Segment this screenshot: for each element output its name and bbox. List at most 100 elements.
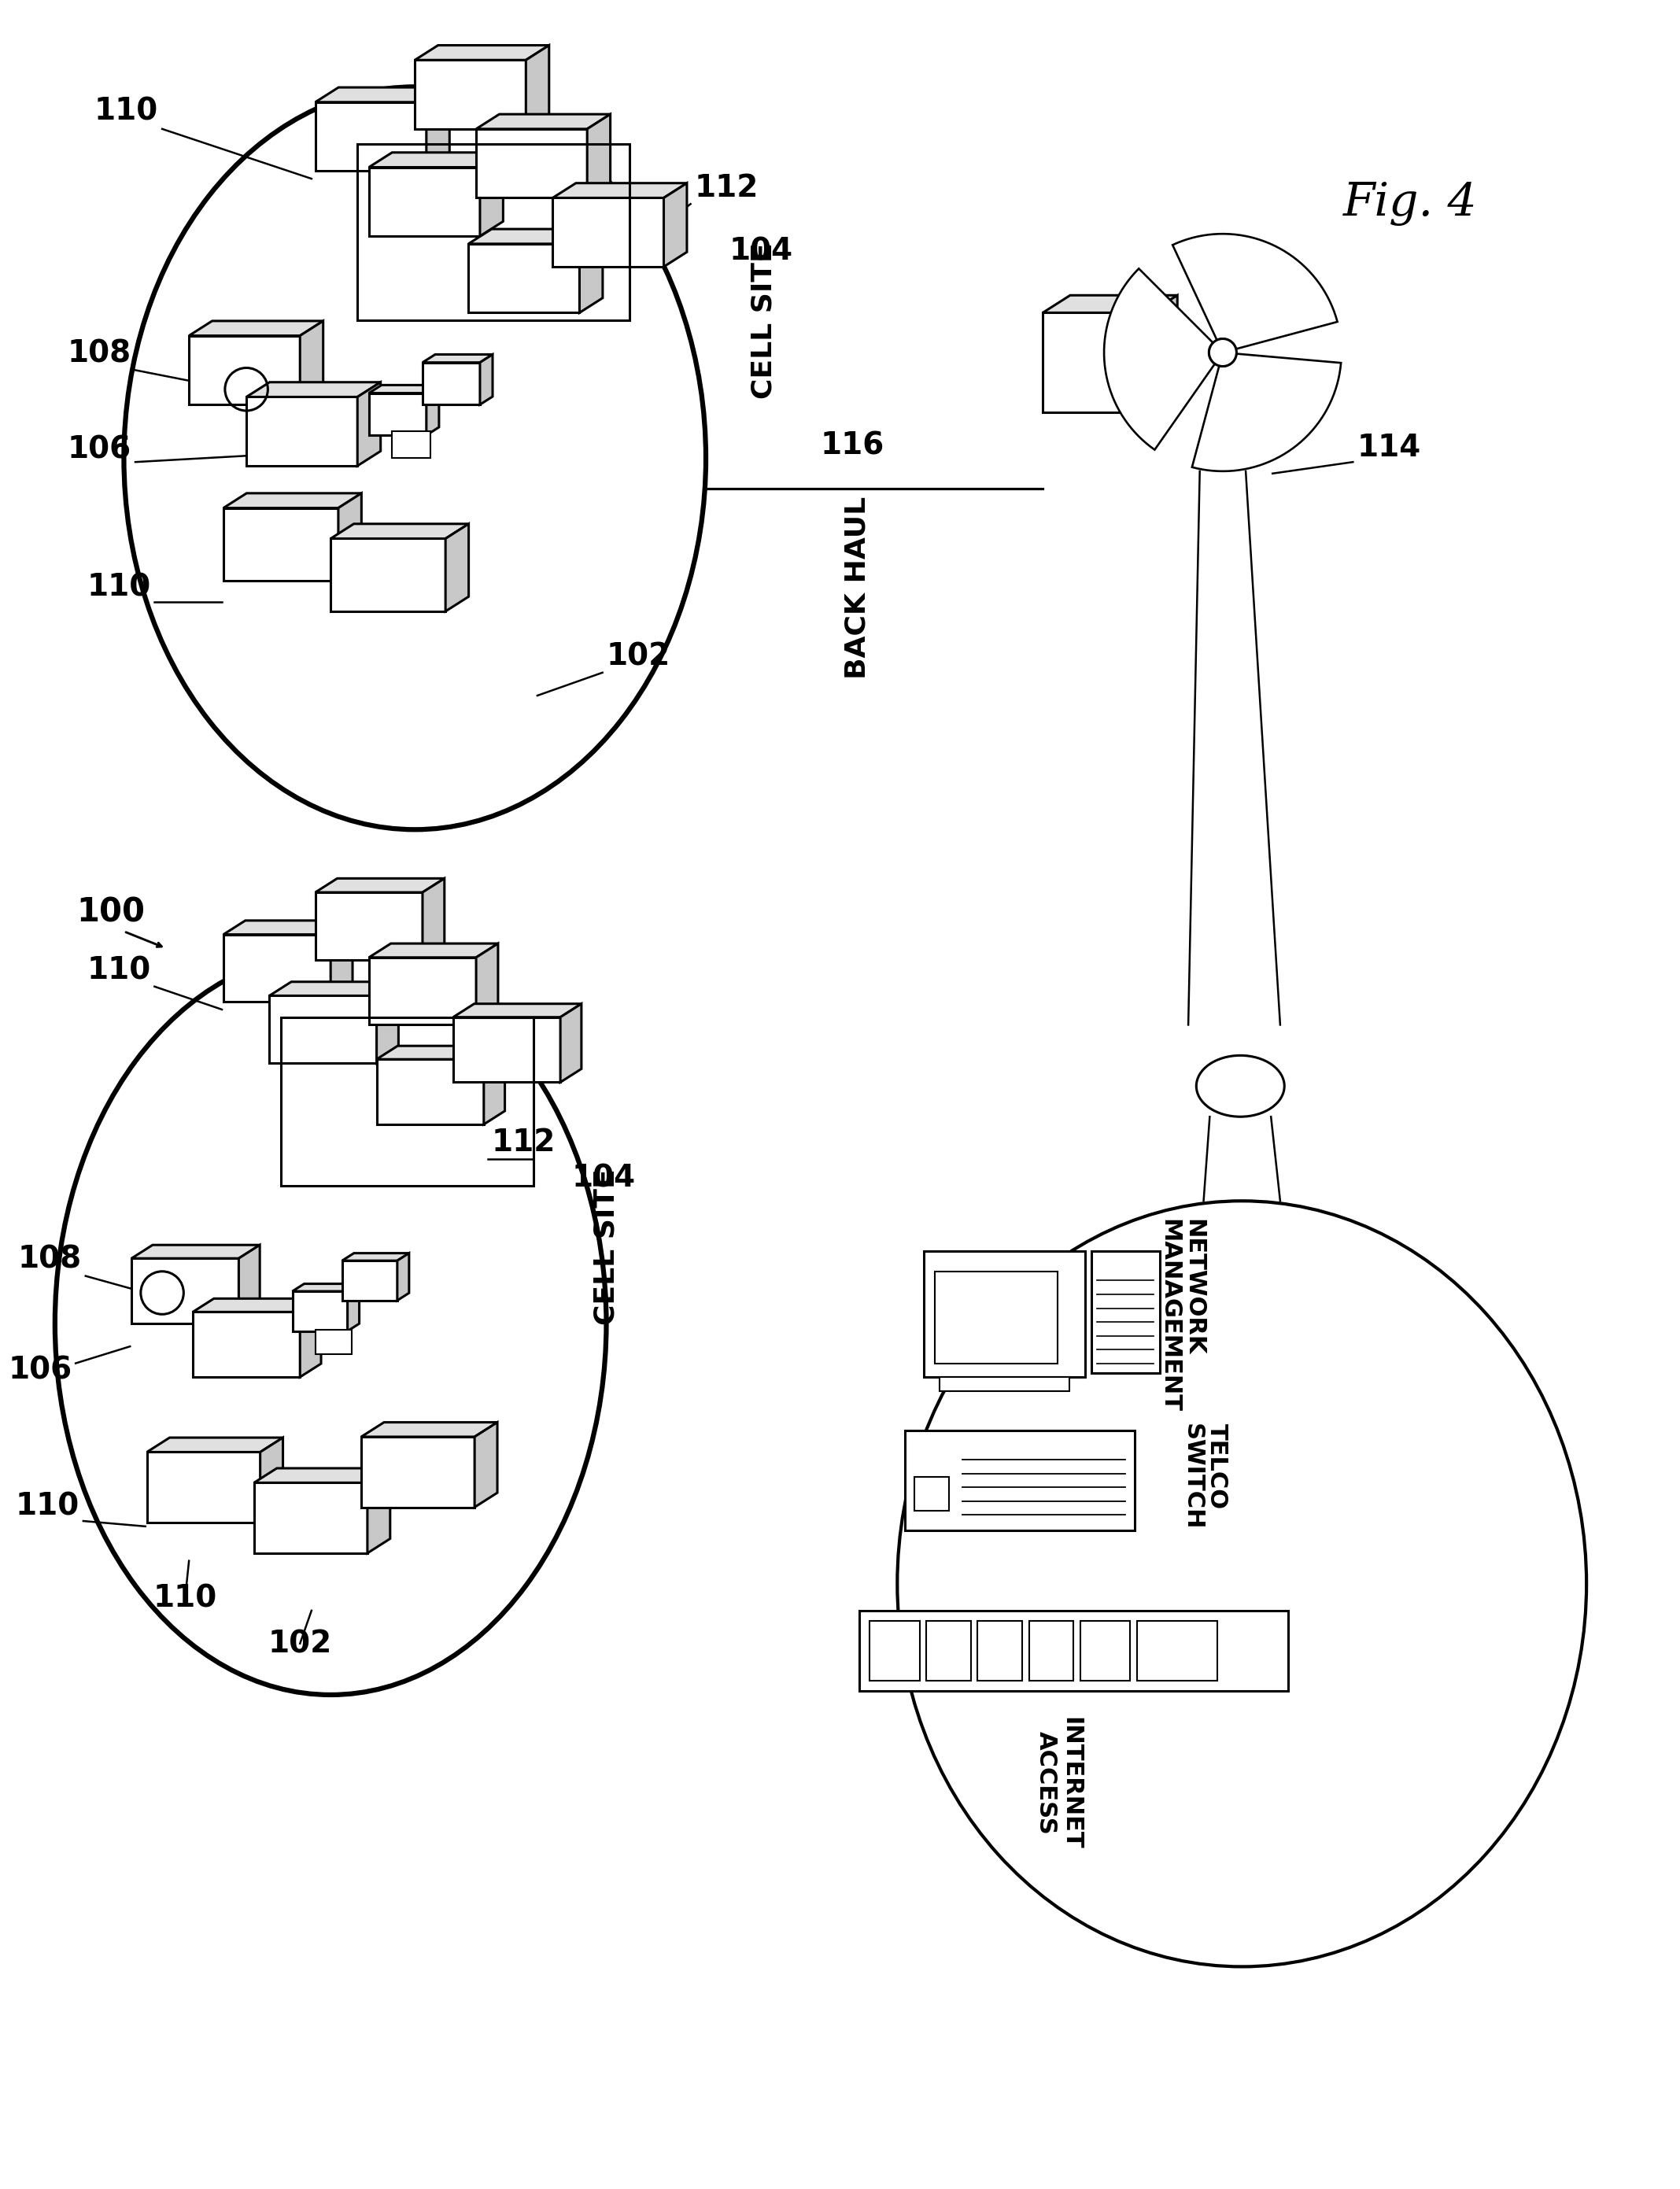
Polygon shape [427,385,438,436]
Text: 102: 102 [269,1629,333,1659]
Polygon shape [301,1298,321,1377]
Polygon shape [247,396,358,466]
Polygon shape [343,1261,396,1300]
Polygon shape [415,59,526,129]
Polygon shape [376,983,398,1064]
Polygon shape [1104,269,1215,449]
Polygon shape [331,523,469,538]
Text: 112: 112 [492,1127,556,1158]
Bar [926,1620,971,1681]
Text: 108: 108 [18,1246,82,1274]
Polygon shape [423,355,492,363]
Bar [934,1272,1057,1364]
Text: 100: 100 [76,895,144,928]
Text: 102: 102 [606,641,670,672]
Polygon shape [469,230,603,243]
Text: CELL SITE: CELL SITE [593,1169,620,1324]
Polygon shape [316,103,427,171]
Polygon shape [580,230,603,313]
Polygon shape [223,935,331,1003]
Polygon shape [1173,234,1337,348]
Bar [1090,1250,1159,1373]
Polygon shape [316,893,423,959]
Polygon shape [370,394,427,436]
Text: 108: 108 [67,339,131,368]
Polygon shape [526,46,549,129]
Polygon shape [223,508,338,580]
Polygon shape [376,1046,506,1059]
Polygon shape [331,922,353,1003]
Text: 104: 104 [571,1162,635,1193]
Text: 110: 110 [15,1491,79,1521]
Polygon shape [292,1292,348,1331]
Polygon shape [368,1469,390,1554]
Polygon shape [423,363,480,405]
Bar [978,1620,1021,1681]
Text: 116: 116 [822,431,885,460]
Bar [906,1432,1134,1530]
Polygon shape [553,197,664,267]
Circle shape [1210,339,1236,366]
Polygon shape [193,1311,301,1377]
Bar [1030,1620,1074,1681]
Polygon shape [454,1005,581,1018]
Text: 110: 110 [87,571,151,602]
Polygon shape [358,383,381,466]
Polygon shape [188,322,323,335]
Bar [914,1478,949,1510]
Bar [1080,1620,1131,1681]
Bar [924,1250,1085,1377]
Polygon shape [1193,355,1341,471]
Text: INTERNET
ACCESS: INTERNET ACCESS [1035,1716,1082,1850]
Text: 106: 106 [67,436,131,464]
Text: 104: 104 [729,236,793,267]
Polygon shape [480,355,492,405]
Polygon shape [316,878,445,893]
Polygon shape [454,1018,561,1081]
Polygon shape [480,153,502,236]
Polygon shape [223,922,353,935]
Bar [391,431,430,458]
Polygon shape [561,1005,581,1081]
Text: 112: 112 [694,173,758,204]
Polygon shape [553,184,687,197]
Polygon shape [475,1423,497,1508]
Bar [316,1329,353,1355]
Polygon shape [370,153,502,166]
Text: 106: 106 [8,1355,72,1386]
Polygon shape [254,1482,368,1554]
Bar [281,1018,534,1186]
Polygon shape [239,1246,260,1324]
Polygon shape [301,322,323,405]
Polygon shape [331,538,445,611]
Polygon shape [396,1252,408,1300]
Text: 110: 110 [94,96,158,127]
Polygon shape [269,996,376,1064]
Polygon shape [588,114,610,197]
Polygon shape [469,243,580,313]
Text: NETWORK
MANAGEMENT: NETWORK MANAGEMENT [1158,1219,1205,1412]
Bar [858,1611,1289,1690]
Polygon shape [475,114,610,129]
Polygon shape [269,983,398,996]
Polygon shape [131,1259,239,1324]
Polygon shape [131,1246,260,1259]
Polygon shape [146,1438,282,1451]
Text: TELCO
SWITCH: TELCO SWITCH [1181,1423,1228,1530]
Polygon shape [370,943,497,957]
Bar [1137,1620,1218,1681]
Polygon shape [423,878,445,959]
Polygon shape [260,1438,282,1524]
Text: 110: 110 [153,1583,217,1613]
Polygon shape [292,1283,360,1292]
Polygon shape [1151,296,1178,412]
Polygon shape [475,129,588,197]
Polygon shape [254,1469,390,1482]
Text: BACK HAUL: BACK HAUL [843,497,870,679]
Polygon shape [370,166,480,236]
Polygon shape [188,335,301,405]
Polygon shape [361,1423,497,1436]
Bar [870,1620,919,1681]
Bar [939,1377,1070,1390]
Text: 114: 114 [1357,433,1421,462]
